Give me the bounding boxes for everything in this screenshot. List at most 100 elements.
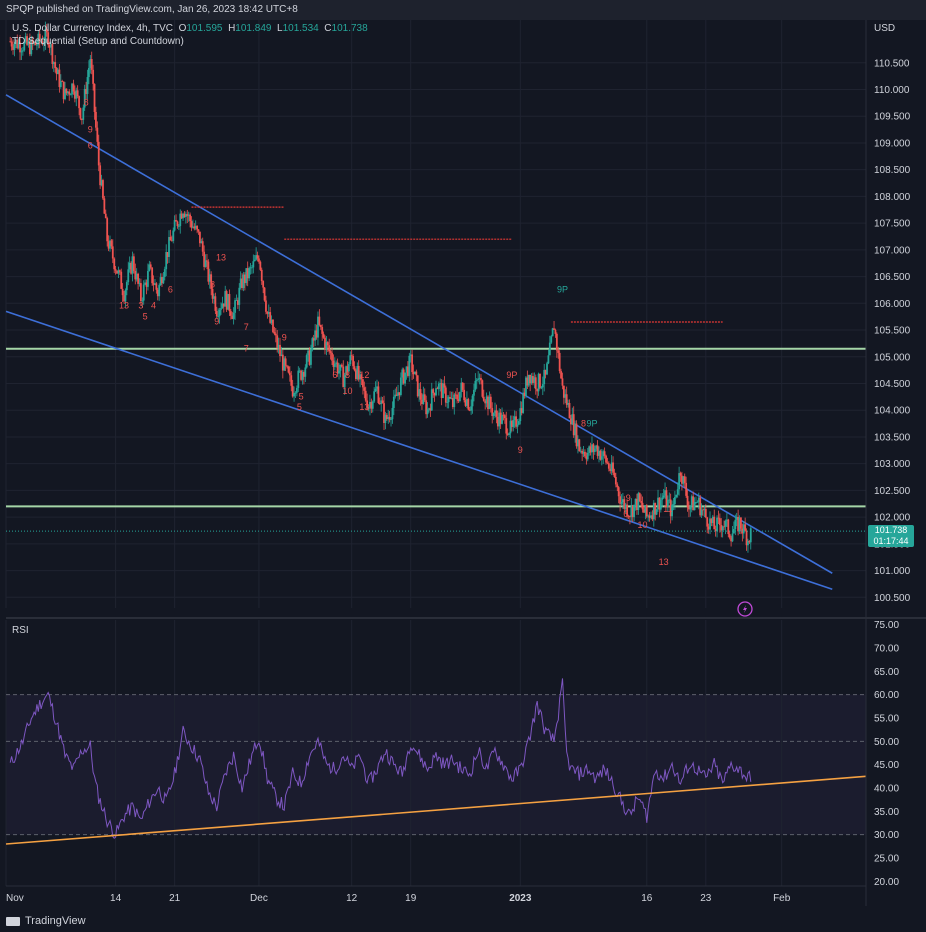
candle-body bbox=[303, 372, 305, 377]
price-tick-label: 105.500 bbox=[874, 326, 911, 337]
indicator-title[interactable]: TD Sequential (Setup and Countdown) bbox=[12, 36, 184, 47]
candle-body bbox=[152, 283, 155, 285]
candle-body bbox=[668, 499, 671, 501]
candle-body bbox=[21, 50, 24, 52]
candle-body bbox=[162, 276, 165, 284]
candle-body bbox=[37, 33, 40, 45]
candle-body bbox=[194, 225, 197, 229]
candle-body bbox=[568, 402, 571, 419]
candle-body bbox=[450, 397, 453, 399]
candle-body bbox=[253, 259, 256, 262]
candle-body bbox=[376, 386, 378, 389]
rsi-title[interactable]: RSI bbox=[12, 625, 29, 636]
candle-body bbox=[227, 293, 229, 310]
candle-body bbox=[106, 218, 109, 242]
candle-body bbox=[149, 264, 152, 268]
candle-body bbox=[72, 83, 75, 92]
candle-body bbox=[713, 516, 716, 530]
candle-body bbox=[554, 329, 557, 334]
time-tick-label: Nov bbox=[6, 893, 24, 904]
candle-body bbox=[272, 319, 274, 333]
candle-body bbox=[560, 371, 562, 379]
candle-body bbox=[366, 400, 369, 409]
candle-body bbox=[51, 44, 54, 64]
candle-body bbox=[206, 260, 208, 262]
candle-body bbox=[218, 309, 221, 317]
candle-body bbox=[36, 44, 38, 46]
rsi-tick-label: 70.00 bbox=[874, 644, 899, 655]
candle-body bbox=[458, 391, 461, 402]
candle-body bbox=[485, 396, 488, 404]
candle-body bbox=[697, 497, 700, 502]
candle-body bbox=[364, 390, 367, 401]
candle-body bbox=[412, 372, 415, 375]
time-axis: Nov 14 21 Dec 12 19 2023 16 23 Feb bbox=[6, 893, 791, 904]
candle-body bbox=[20, 51, 23, 53]
candle-body bbox=[295, 387, 298, 393]
candle-body bbox=[688, 507, 690, 510]
candle-body bbox=[273, 332, 276, 334]
candle-body bbox=[12, 46, 14, 50]
candle-body bbox=[350, 355, 353, 357]
candle-body bbox=[442, 383, 444, 399]
candle-body bbox=[735, 516, 738, 520]
td-label: 10 bbox=[638, 520, 648, 530]
candle-body bbox=[385, 414, 388, 420]
candle-body bbox=[620, 502, 623, 504]
candle-body bbox=[533, 377, 536, 383]
candle-body bbox=[245, 268, 248, 284]
candle-body bbox=[217, 316, 220, 317]
candle-body bbox=[742, 524, 745, 534]
candle-body bbox=[9, 41, 12, 43]
candle-body bbox=[623, 499, 626, 509]
candle-body bbox=[118, 270, 121, 272]
candle-body bbox=[577, 439, 579, 447]
candle-body bbox=[97, 141, 100, 166]
symbol-title[interactable]: U.S. Dollar Currency Index, 4h, TVC bbox=[12, 23, 173, 34]
candle-body bbox=[499, 412, 502, 424]
candle-body bbox=[177, 226, 180, 227]
open-label: O bbox=[178, 23, 187, 34]
candle-body bbox=[600, 456, 603, 460]
candle-body bbox=[466, 399, 468, 406]
candle-body bbox=[30, 39, 33, 55]
candle-body bbox=[614, 476, 617, 485]
candle-body bbox=[547, 355, 550, 364]
candle-body bbox=[453, 394, 456, 408]
lightning-icon[interactable] bbox=[737, 601, 753, 617]
candle-body bbox=[172, 230, 175, 241]
candle-body bbox=[516, 424, 519, 427]
candle-body bbox=[638, 493, 641, 502]
candle-body bbox=[23, 41, 26, 51]
candle-body bbox=[541, 384, 544, 388]
candle-body bbox=[343, 375, 346, 388]
candle-body bbox=[355, 370, 357, 379]
td-label: 8 bbox=[581, 418, 586, 428]
candle-body bbox=[571, 414, 574, 425]
candle-body bbox=[161, 277, 163, 284]
candle-body bbox=[648, 515, 651, 518]
candle-body bbox=[578, 439, 581, 452]
candle-body bbox=[347, 364, 350, 372]
candle-body bbox=[562, 385, 565, 398]
td-label: 6 bbox=[88, 140, 93, 150]
candle-body bbox=[408, 355, 411, 376]
candle-body bbox=[454, 394, 457, 396]
candle-body bbox=[321, 327, 324, 334]
candle-body bbox=[127, 269, 130, 283]
candle-body bbox=[509, 420, 512, 434]
price-tick-label: 106.000 bbox=[874, 299, 911, 310]
candle-body bbox=[588, 446, 591, 453]
candle-body bbox=[333, 363, 336, 367]
candle-body bbox=[69, 94, 72, 96]
candle-body bbox=[138, 283, 141, 284]
candle-body bbox=[340, 364, 343, 367]
candle-body bbox=[380, 400, 383, 405]
candle-body bbox=[522, 392, 525, 413]
candle-body bbox=[238, 287, 241, 305]
candle-body bbox=[199, 231, 201, 244]
td-label: 9 bbox=[282, 333, 287, 343]
candle-body bbox=[419, 389, 422, 400]
price-tick-label: 110.500 bbox=[874, 58, 910, 69]
